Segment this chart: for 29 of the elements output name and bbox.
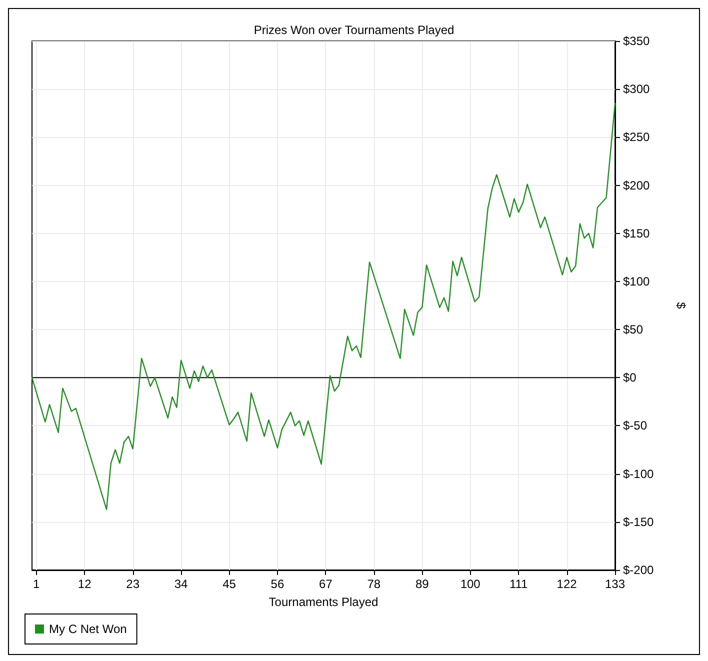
x-tick-label: 56 bbox=[270, 577, 284, 591]
y-tick-label: $150 bbox=[623, 226, 650, 240]
x-tick-label: 34 bbox=[174, 577, 188, 591]
x-tick-label: 1 bbox=[33, 577, 40, 591]
y-tick-label: $250 bbox=[623, 130, 650, 144]
x-tick-label: 133 bbox=[604, 577, 626, 591]
x-tick-label: 111 bbox=[509, 577, 528, 591]
y-tick-label: $0 bbox=[623, 370, 637, 385]
y-tick-label: $-100 bbox=[623, 466, 654, 481]
x-axis-title: Tournaments Played bbox=[268, 595, 378, 609]
y-tick-label: $300 bbox=[623, 82, 650, 96]
legend-label: My C Net Won bbox=[49, 622, 127, 636]
y-tick-label: $50 bbox=[623, 322, 644, 337]
x-tick-label: 89 bbox=[415, 577, 430, 591]
x-tick-label: 78 bbox=[367, 577, 381, 591]
x-tick-label: 23 bbox=[126, 577, 140, 591]
y-tick-label: $-50 bbox=[623, 418, 648, 433]
chart-title: Prizes Won over Tournaments Played bbox=[254, 23, 454, 37]
x-tick-label: 67 bbox=[319, 577, 333, 591]
y-tick-label: $-200 bbox=[623, 563, 654, 577]
x-tick-label: 100 bbox=[460, 577, 481, 591]
y-tick-label: $350 bbox=[623, 34, 650, 48]
x-tick-label: 12 bbox=[78, 577, 92, 591]
y-axis-title: $ bbox=[674, 302, 688, 310]
x-tick-label: 45 bbox=[222, 577, 236, 591]
x-tick-label: 122 bbox=[556, 577, 578, 591]
y-tick-label: $100 bbox=[623, 274, 650, 288]
y-tick-label: $-150 bbox=[623, 514, 654, 529]
y-tick-label: $200 bbox=[623, 178, 650, 192]
